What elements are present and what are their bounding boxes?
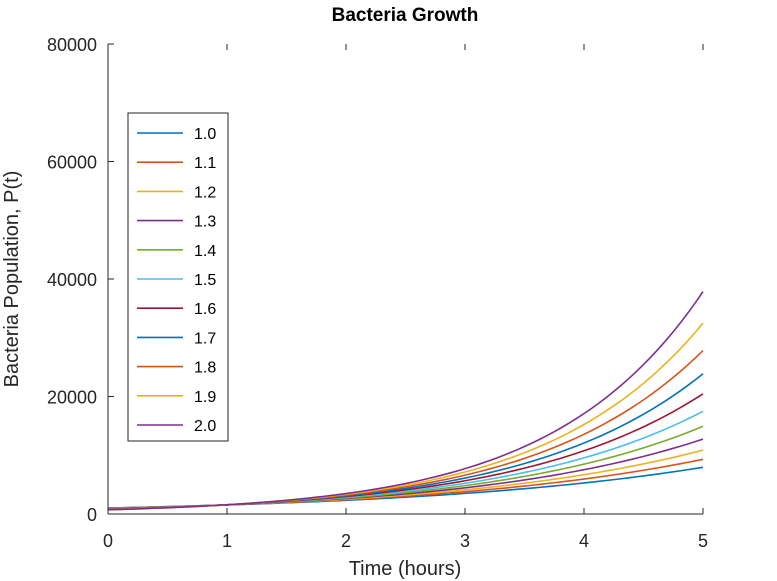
legend-label-1.8: 1.8 bbox=[194, 360, 216, 377]
plot-area: 0 1 2 3 4 5 0 20000 40000 60000 80000 bbox=[47, 35, 708, 551]
x-tick-label-4: 4 bbox=[579, 531, 589, 551]
legend-label-1.9: 1.9 bbox=[194, 389, 216, 406]
y-tick-label-2: 40000 bbox=[47, 270, 97, 290]
legend-label-1.6: 1.6 bbox=[194, 301, 216, 318]
legend-label-1.4: 1.4 bbox=[194, 243, 216, 260]
x-axis-ticks: 0 1 2 3 4 5 bbox=[103, 44, 708, 551]
y-tick-label-0: 0 bbox=[87, 505, 97, 525]
x-tick-label-0: 0 bbox=[103, 531, 113, 551]
legend-label-1.2: 1.2 bbox=[194, 184, 216, 201]
chart-title: Bacteria Growth bbox=[332, 5, 479, 26]
legend-items: 1.0 1.1 1.2 1.3 1.4 1.5 1.6 1.7 1.8 1.9 2.0 bbox=[137, 126, 216, 435]
legend-label-1.7: 1.7 bbox=[194, 330, 216, 347]
y-tick-label-1: 20000 bbox=[47, 388, 97, 408]
legend-label-1.1: 1.1 bbox=[194, 155, 216, 172]
x-tick-label-5: 5 bbox=[698, 531, 708, 551]
y-axis-ticks: 0 20000 40000 60000 80000 bbox=[47, 35, 114, 525]
legend-label-1.0: 1.0 bbox=[194, 126, 216, 143]
series-line-2.0 bbox=[107, 291, 704, 511]
legend: 1.0 1.1 1.2 1.3 1.4 1.5 1.6 1.7 1.8 1.9 2.0 bbox=[127, 112, 229, 442]
y-tick-label-3: 60000 bbox=[47, 153, 97, 173]
x-axis-label: Time (hours) bbox=[349, 558, 462, 580]
y-axis-label: Bacteria Population, P(t) bbox=[1, 171, 23, 388]
x-tick-label-2: 2 bbox=[341, 531, 351, 551]
legend-label-2.0: 2.0 bbox=[194, 418, 216, 435]
legend-label-1.5: 1.5 bbox=[194, 272, 216, 289]
legend-label-1.3: 1.3 bbox=[194, 214, 216, 231]
x-tick-label-1: 1 bbox=[222, 531, 232, 551]
series-layer bbox=[107, 291, 704, 511]
y-tick-label-4: 80000 bbox=[47, 35, 97, 55]
x-tick-label-3: 3 bbox=[460, 531, 470, 551]
legend-box bbox=[127, 112, 229, 442]
